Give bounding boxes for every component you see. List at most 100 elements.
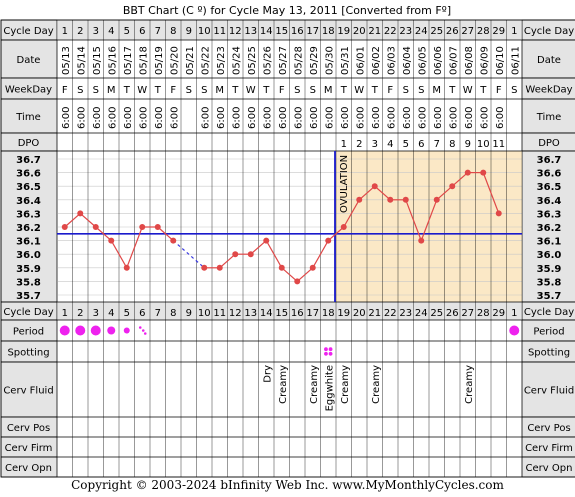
weekday-label: W <box>354 85 364 96</box>
period-marker <box>59 325 70 336</box>
cycle-day-label: 28 <box>477 308 490 319</box>
cycle-day-label: 4 <box>108 308 114 319</box>
dpo-label: 8 <box>449 139 455 150</box>
cycle-day-label: 5 <box>124 308 130 319</box>
period-marker <box>107 326 116 335</box>
date-label: 06/08 <box>464 46 475 75</box>
luteal-phase-bg <box>335 151 522 302</box>
row-label-right: Cerv Opn <box>526 463 573 474</box>
cycle-day-label: 4 <box>108 26 114 37</box>
row-label-right: Cerv Firm <box>525 443 573 454</box>
row-label-right: Cycle Day <box>524 307 574 318</box>
row-label-right: Spotting <box>528 348 570 359</box>
cycle-day-label: 26 <box>446 308 459 319</box>
y-tick-label-right: 35.9 <box>537 264 562 275</box>
temp-point <box>61 224 68 230</box>
date-label: 06/04 <box>402 46 413 75</box>
row-label-right: WeekDay <box>525 85 572 96</box>
date-label: 06/10 <box>495 46 506 75</box>
y-tick-label-right: 35.7 <box>537 291 562 302</box>
temp-line-segment <box>327 226 345 242</box>
temp-line-segment <box>64 212 81 228</box>
cycle-day-label: 7 <box>155 26 161 37</box>
date-label: 05/31 <box>340 46 351 75</box>
date-label: 05/17 <box>123 46 134 75</box>
weekday-label: T <box>371 85 379 96</box>
date-label: 05/14 <box>76 46 87 75</box>
date-label: 05/20 <box>169 46 180 75</box>
row-label-left: DPO <box>18 138 40 149</box>
cycle-day-label: 8 <box>170 308 176 319</box>
temp-point <box>170 237 177 244</box>
cycle-day-label: 18 <box>322 308 335 319</box>
temp-line-segment <box>110 240 128 269</box>
row-label-left: Cycle Day <box>3 307 53 318</box>
spotting-marker <box>328 347 333 352</box>
date-label: 05/16 <box>107 46 118 75</box>
date-label: 05/18 <box>138 46 149 75</box>
spotting-marker <box>328 351 333 356</box>
row-label-right: Cycle Day <box>524 26 574 37</box>
date-label: 05/15 <box>92 46 103 75</box>
date-label: 05/27 <box>278 46 289 75</box>
dpo-label: 10 <box>477 139 490 150</box>
copyright-footer: Copyright © 2003-2024 bInfinity Web Inc.… <box>71 478 504 492</box>
cycle-day-label: 10 <box>198 308 211 319</box>
time-label: 6:00 <box>355 107 366 129</box>
weekday-label: T <box>479 85 487 96</box>
dpo-label: 6 <box>418 139 424 150</box>
temp-point <box>418 237 425 244</box>
cycle-day-label: 10 <box>198 26 211 37</box>
label-cell-left <box>0 39 58 79</box>
time-label: 6:00 <box>417 107 428 129</box>
temp-line-segment <box>420 199 438 241</box>
row-label-right: Time <box>536 112 561 123</box>
cycle-day-label: 6 <box>139 26 145 37</box>
y-tick-label-left: 36.3 <box>16 209 41 220</box>
cycle-day-label: 17 <box>306 308 319 319</box>
cycle-day-label: 16 <box>291 308 304 319</box>
time-label: 6:00 <box>247 107 258 129</box>
temp-point <box>480 169 487 176</box>
row-label-right: Cerv Pos <box>527 423 570 434</box>
temp-point <box>387 196 394 203</box>
cycle-day-label: 17 <box>306 26 319 37</box>
temp-point <box>449 183 456 190</box>
cycle-day-label: 28 <box>477 26 490 37</box>
y-tick-label-right: 36.2 <box>537 223 562 234</box>
time-label: 6:00 <box>138 107 149 129</box>
weekday-label: S <box>403 85 409 96</box>
dpo-label: 4 <box>387 139 393 150</box>
weekday-label: F <box>387 85 393 96</box>
y-tick-label-left: 35.9 <box>16 264 41 275</box>
ovulation-label: OVULATION <box>339 155 350 213</box>
y-tick-label-left: 35.7 <box>16 291 41 302</box>
weekday-label: T <box>231 85 239 96</box>
date-label: 05/25 <box>247 46 258 75</box>
cycle-day-label: 15 <box>275 308 288 319</box>
temp-point <box>371 183 378 190</box>
time-label: 6:00 <box>293 107 304 129</box>
weekday-label: M <box>324 85 333 96</box>
cerv-fluid-label: Creamy <box>340 365 351 404</box>
date-label: 05/22 <box>200 46 211 75</box>
row-label-left: Cerv Firm <box>5 443 53 454</box>
weekday-label: S <box>310 85 316 96</box>
weekday-label: M <box>215 85 224 96</box>
weekday-label: T <box>154 85 162 96</box>
time-label: 6:00 <box>278 107 289 129</box>
date-label: 06/02 <box>371 46 382 75</box>
y-tick-label-right: 36.3 <box>537 209 562 220</box>
date-label: 06/06 <box>433 46 444 75</box>
cycle-day-label: 2 <box>77 26 83 37</box>
weekday-label: M <box>107 85 116 96</box>
cycle-day-label: 21 <box>368 308 381 319</box>
temp-line-segment <box>482 172 500 214</box>
cycle-day-label: 15 <box>275 26 288 37</box>
row-label-left: Cerv Pos <box>7 423 50 434</box>
cycle-day-label: 13 <box>244 26 257 37</box>
temp-line-segment <box>79 212 97 228</box>
weekday-label: W <box>463 85 473 96</box>
row-label-left: Date <box>17 55 41 66</box>
